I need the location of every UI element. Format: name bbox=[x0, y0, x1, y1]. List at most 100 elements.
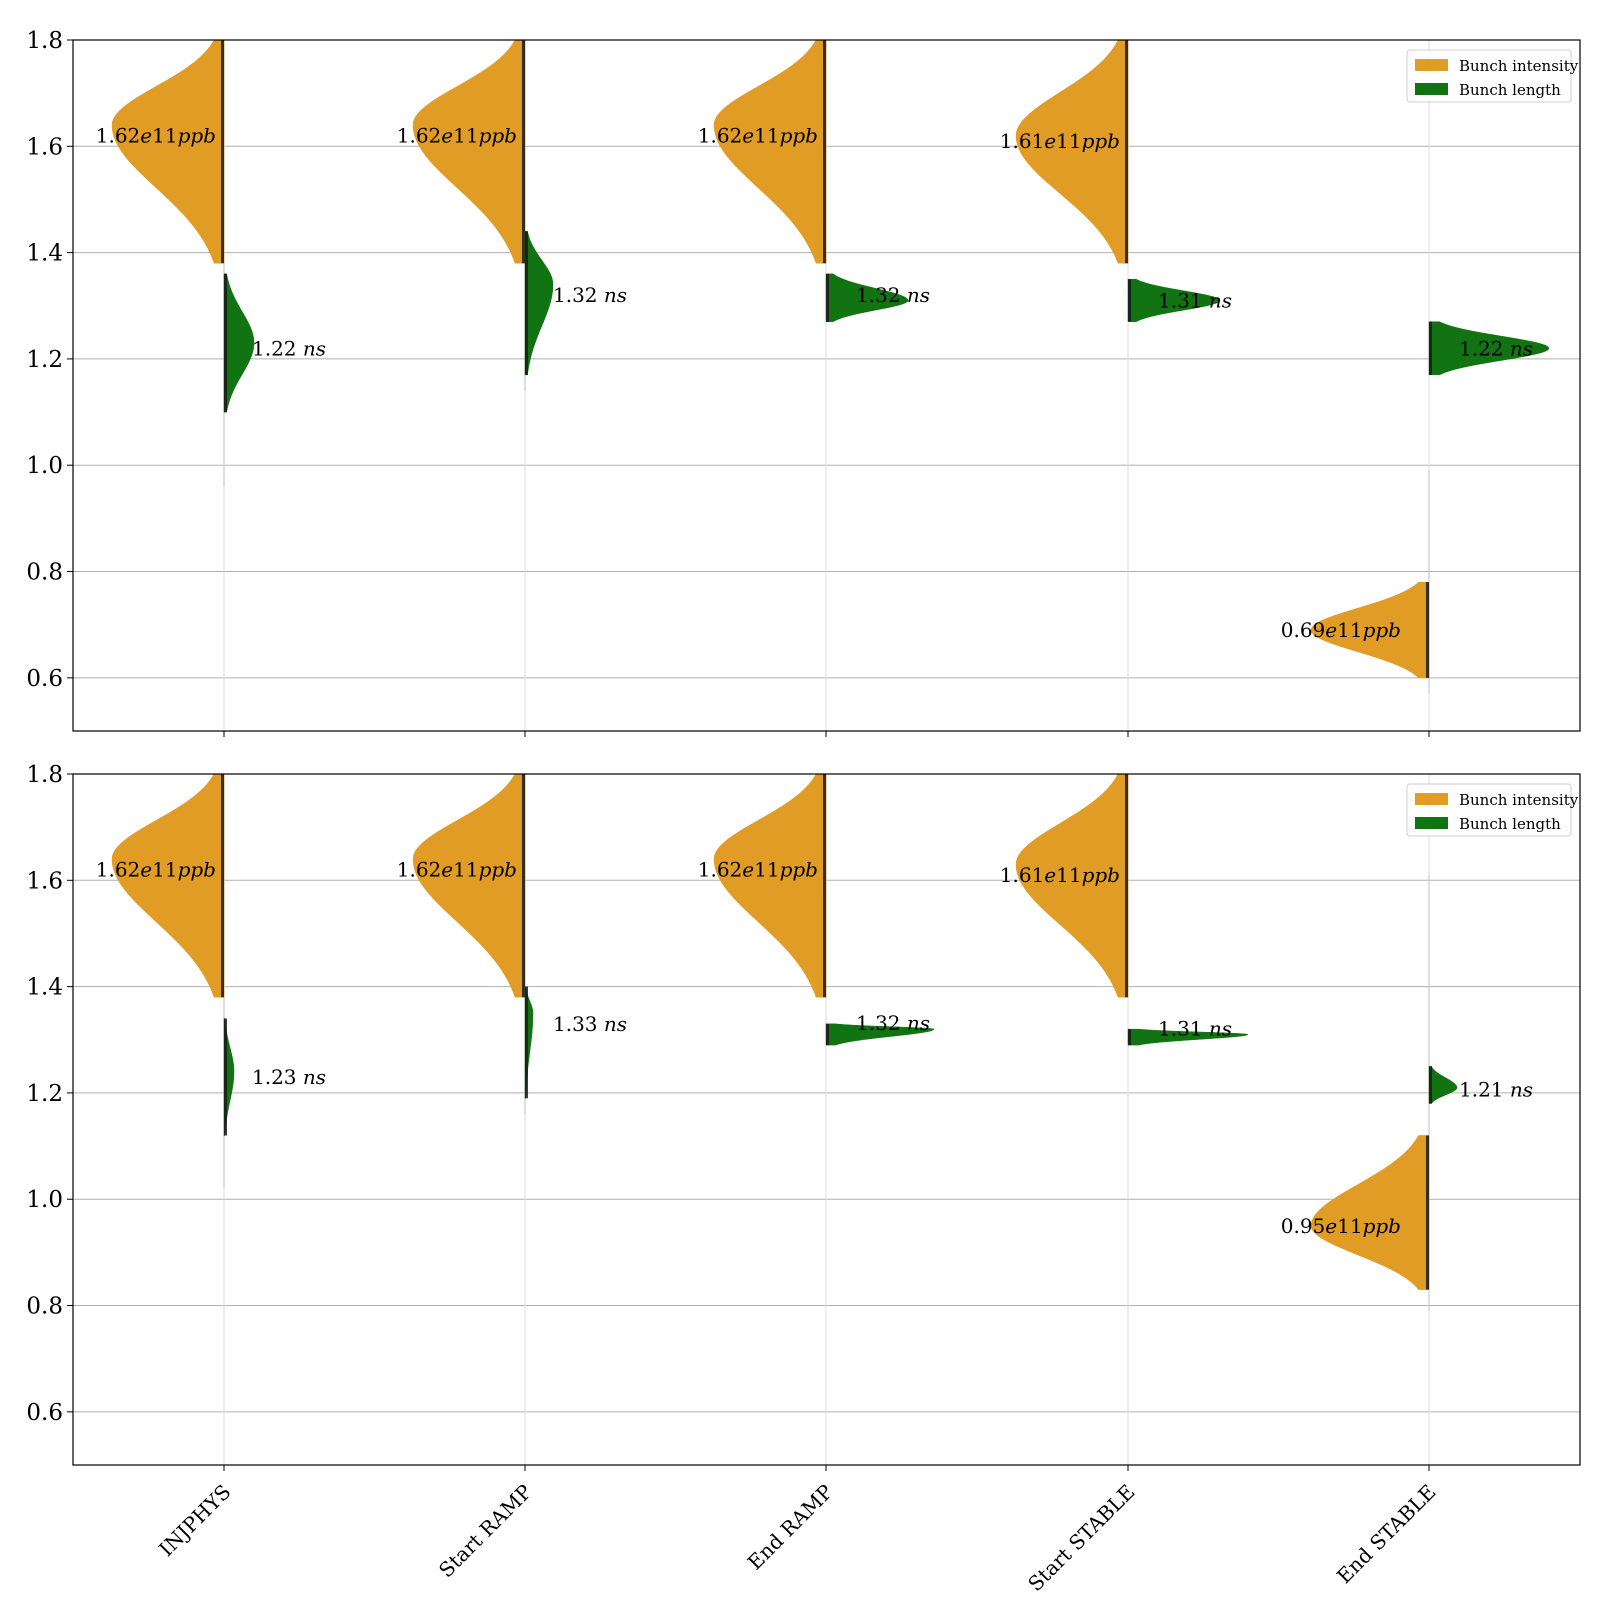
intensity-annotation-value: 1.62 bbox=[96, 858, 141, 882]
legend: Bunch intensity Bunch length bbox=[1406, 49, 1579, 103]
length-violin bbox=[1127, 1028, 1249, 1046]
intensity-annotation-exp: e bbox=[1044, 129, 1056, 153]
length-annotation: 1.31 ns bbox=[1158, 1016, 1232, 1040]
length-annotation-unit: ns bbox=[1510, 1078, 1533, 1102]
intensity-violin bbox=[1015, 774, 1129, 998]
length-annotation: 1.32 ns bbox=[856, 1011, 930, 1035]
intensity-violin bbox=[1310, 1135, 1430, 1290]
intensity-annotation-exp: e bbox=[1325, 1214, 1337, 1238]
legend-label-length: Bunch length bbox=[1459, 815, 1561, 833]
length-annotation: 1.33 ns bbox=[553, 1012, 627, 1036]
intensity-annotation-unit: ppb bbox=[178, 124, 216, 148]
intensity-annotation: 1.62e11ppb bbox=[698, 858, 818, 882]
length-annotation-unit: ns bbox=[604, 1012, 627, 1036]
intensity-annotation-value: 0.69 bbox=[1281, 618, 1326, 642]
length-annotation-unit: ns bbox=[1209, 288, 1232, 312]
intensity-annotation-exp: e bbox=[1325, 618, 1337, 642]
x-category-label: INJPHYS bbox=[154, 1480, 235, 1561]
length-annotation-value: 1.22 bbox=[1459, 336, 1510, 360]
legend-swatch-intensity bbox=[1415, 793, 1448, 805]
intensity-annotation-value: 1.62 bbox=[397, 858, 442, 882]
intensity-annotation-exp: e bbox=[742, 858, 754, 882]
length-annotation: 1.22 ns bbox=[252, 336, 326, 360]
intensity-annotation-unit: ppb bbox=[1082, 129, 1120, 153]
intensity-annotation-exp: e bbox=[742, 124, 754, 148]
y-tick-label: 0.8 bbox=[26, 560, 63, 586]
plot-area bbox=[111, 774, 1458, 1311]
intensity-violin bbox=[412, 40, 526, 264]
y-tick-label: 1.8 bbox=[26, 762, 63, 788]
intensity-annotation: 0.69e11ppb bbox=[1281, 618, 1401, 642]
length-annotation-value: 1.22 bbox=[252, 336, 303, 360]
intensity-annotation-value: 1.62 bbox=[397, 124, 442, 148]
intensity-annotation-unit: ppb bbox=[780, 858, 818, 882]
intensity-annotation-unit: ppb bbox=[780, 124, 818, 148]
intensity-annotation-exp-num: 11 bbox=[1056, 863, 1081, 887]
intensity-annotation-unit: ppb bbox=[1082, 863, 1120, 887]
intensity-annotation-exp-num: 11 bbox=[152, 124, 177, 148]
legend-swatch-length bbox=[1415, 83, 1448, 95]
intensity-annotation-unit: ppb bbox=[178, 858, 216, 882]
length-annotation-value: 1.32 bbox=[856, 1011, 907, 1035]
intensity-violin bbox=[1015, 40, 1129, 264]
intensity-violin bbox=[713, 40, 827, 264]
intensity-annotation: 1.62e11ppb bbox=[397, 858, 517, 882]
intensity-violin bbox=[1310, 581, 1430, 679]
length-annotation: 1.23 ns bbox=[252, 1065, 326, 1089]
intensity-annotation: 1.62e11ppb bbox=[96, 124, 216, 148]
length-annotation: 1.32 ns bbox=[553, 283, 627, 307]
length-annotation-value: 1.32 bbox=[856, 283, 907, 307]
intensity-annotation-exp-num: 11 bbox=[754, 858, 779, 882]
intensity-annotation-value: 1.61 bbox=[1000, 863, 1045, 887]
length-violin bbox=[825, 273, 909, 322]
intensity-violin bbox=[713, 774, 827, 998]
y-tick-label: 1.2 bbox=[26, 1081, 63, 1107]
intensity-annotation-value: 1.61 bbox=[1000, 129, 1045, 153]
intensity-annotation: 1.62e11ppb bbox=[698, 124, 818, 148]
length-annotation-unit: ns bbox=[303, 336, 326, 360]
length-violin bbox=[223, 273, 255, 413]
intensity-annotation-value: 1.62 bbox=[698, 858, 743, 882]
intensity-annotation-value: 1.62 bbox=[698, 124, 743, 148]
intensity-annotation-exp: e bbox=[1044, 863, 1056, 887]
intensity-annotation-exp: e bbox=[441, 124, 453, 148]
intensity-annotation-exp-num: 11 bbox=[152, 858, 177, 882]
intensity-annotation-value: 1.62 bbox=[96, 124, 141, 148]
legend-swatch-intensity bbox=[1415, 59, 1448, 71]
intensity-annotation-exp: e bbox=[140, 858, 152, 882]
length-violin bbox=[524, 231, 554, 376]
y-tick-label: 1.6 bbox=[26, 868, 63, 894]
length-annotation-value: 1.21 bbox=[1459, 1078, 1510, 1102]
length-annotation: 1.21 ns bbox=[1459, 1078, 1533, 1102]
x-category-label: Start STABLE bbox=[1023, 1480, 1139, 1596]
length-annotation: 1.31 ns bbox=[1158, 288, 1232, 312]
intensity-annotation-unit: ppb bbox=[1363, 1214, 1401, 1238]
intensity-annotation-exp: e bbox=[140, 124, 152, 148]
intensity-annotation-exp-num: 11 bbox=[453, 858, 478, 882]
intensity-annotation: 1.62e11ppb bbox=[96, 858, 216, 882]
y-tick-label: 0.6 bbox=[26, 1400, 63, 1426]
length-annotation-unit: ns bbox=[303, 1065, 326, 1089]
legend: Bunch intensity Bunch length bbox=[1406, 783, 1579, 837]
legend-label-intensity: Bunch intensity bbox=[1459, 57, 1579, 75]
length-annotation-unit: ns bbox=[907, 283, 930, 307]
legend-label-length: Bunch length bbox=[1459, 81, 1561, 99]
length-annotation: 1.22 ns bbox=[1459, 336, 1533, 360]
intensity-annotation-exp-num: 11 bbox=[1056, 129, 1081, 153]
x-category-label: Start RAMP bbox=[434, 1480, 537, 1583]
length-annotation-unit: ns bbox=[1209, 1016, 1232, 1040]
intensity-violin bbox=[111, 40, 225, 264]
intensity-violin bbox=[412, 774, 526, 998]
length-annotation-value: 1.23 bbox=[252, 1065, 303, 1089]
intensity-annotation: 1.61e11ppb bbox=[1000, 129, 1120, 153]
y-tick-label: 0.8 bbox=[26, 1294, 63, 1320]
y-tick-label: 1.4 bbox=[26, 241, 63, 267]
y-tick-label: 1.8 bbox=[26, 28, 63, 54]
y-tick-label: 1.0 bbox=[26, 453, 63, 479]
length-violin bbox=[1428, 321, 1550, 376]
legend-label-intensity: Bunch intensity bbox=[1459, 791, 1579, 809]
length-violin bbox=[1127, 278, 1221, 322]
length-annotation-unit: ns bbox=[1510, 336, 1533, 360]
